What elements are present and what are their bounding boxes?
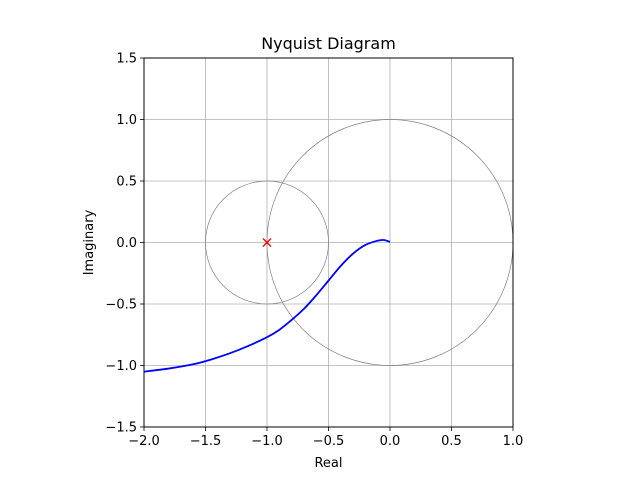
y-tick-label-0: −1.5 (105, 421, 137, 436)
x-tick-label-3: −0.5 (313, 434, 345, 449)
x-tick-label-1: −1.5 (190, 434, 222, 449)
y-tick-label-5: 1.0 (116, 113, 137, 128)
axis-ticks: −2.0 −1.5 −1.0 −0.5 0.0 0.5 1.0−1.5−1.0−0.50.0… (105, 52, 523, 450)
x-tick-label-0: −2.0 (128, 434, 160, 449)
x-tick-label-4: 0.0 (380, 434, 401, 449)
data-series (144, 239, 391, 373)
nyquist-curve-0 (144, 239, 391, 373)
critical-point-marker (262, 238, 272, 247)
x-axis-label: Real (314, 456, 342, 471)
y-axis-label: Imaginary (82, 209, 97, 275)
reference-circle-1 (205, 180, 329, 305)
y-tick-label-4: 0.5 (116, 175, 137, 190)
y-tick-label-2: −0.5 (105, 298, 137, 313)
y-tick-label-6: 1.5 (116, 52, 137, 67)
x-tick-label-5: 0.5 (441, 434, 462, 449)
chart-title: Nyquist Diagram (261, 34, 396, 53)
y-tick-label-1: −1.0 (105, 359, 137, 374)
critical-point-stroke-b (262, 238, 272, 247)
x-tick-label-2: −1.0 (251, 434, 283, 449)
y-tick-label-3: 0.0 (116, 236, 137, 251)
x-tick-label-6: 1.0 (503, 434, 524, 449)
